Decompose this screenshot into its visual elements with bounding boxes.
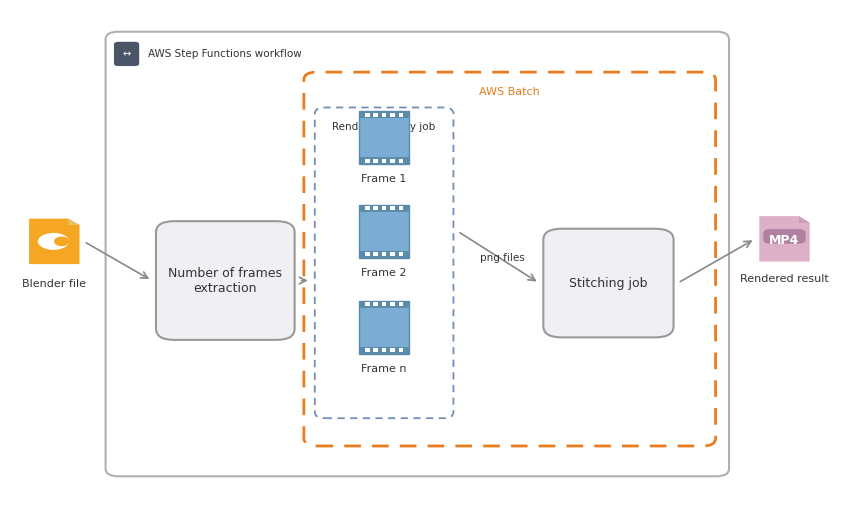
Text: png files: png files — [481, 253, 525, 263]
FancyBboxPatch shape — [365, 252, 369, 256]
FancyBboxPatch shape — [105, 31, 729, 477]
FancyBboxPatch shape — [359, 205, 410, 212]
FancyBboxPatch shape — [373, 159, 378, 163]
Text: Stitching job: Stitching job — [569, 276, 647, 290]
FancyBboxPatch shape — [544, 229, 674, 337]
FancyBboxPatch shape — [359, 347, 410, 354]
FancyBboxPatch shape — [382, 348, 386, 352]
FancyBboxPatch shape — [382, 206, 386, 210]
FancyBboxPatch shape — [382, 302, 386, 306]
Text: Frame 1: Frame 1 — [362, 174, 407, 184]
Text: AWS Step Functions workflow: AWS Step Functions workflow — [148, 49, 301, 59]
FancyBboxPatch shape — [373, 302, 378, 306]
FancyBboxPatch shape — [390, 206, 395, 210]
Text: Rendered result: Rendered result — [740, 274, 829, 284]
FancyBboxPatch shape — [114, 42, 139, 66]
Text: MP4: MP4 — [770, 234, 800, 247]
FancyBboxPatch shape — [373, 348, 378, 352]
Text: AWS Batch: AWS Batch — [480, 87, 540, 98]
FancyBboxPatch shape — [390, 348, 395, 352]
FancyBboxPatch shape — [399, 302, 403, 306]
FancyBboxPatch shape — [390, 302, 395, 306]
FancyBboxPatch shape — [390, 113, 395, 117]
FancyBboxPatch shape — [390, 252, 395, 256]
FancyBboxPatch shape — [763, 229, 806, 244]
Polygon shape — [30, 218, 79, 264]
FancyBboxPatch shape — [399, 113, 403, 117]
FancyBboxPatch shape — [359, 301, 410, 308]
Text: Number of frames
extraction: Number of frames extraction — [169, 267, 282, 295]
FancyBboxPatch shape — [359, 111, 410, 118]
FancyBboxPatch shape — [373, 113, 378, 117]
FancyBboxPatch shape — [399, 206, 403, 210]
FancyBboxPatch shape — [365, 206, 369, 210]
Text: Frame 2: Frame 2 — [362, 268, 407, 278]
FancyBboxPatch shape — [365, 113, 369, 117]
FancyBboxPatch shape — [365, 159, 369, 163]
Circle shape — [55, 237, 68, 245]
FancyBboxPatch shape — [359, 157, 410, 164]
FancyBboxPatch shape — [382, 113, 386, 117]
Text: Frame n: Frame n — [362, 364, 407, 373]
Text: Blender file: Blender file — [22, 279, 86, 289]
FancyBboxPatch shape — [359, 205, 410, 258]
FancyBboxPatch shape — [365, 302, 369, 306]
FancyBboxPatch shape — [399, 252, 403, 256]
FancyBboxPatch shape — [359, 111, 410, 164]
Text: ↔: ↔ — [122, 49, 131, 59]
FancyBboxPatch shape — [365, 348, 369, 352]
FancyBboxPatch shape — [382, 252, 386, 256]
Polygon shape — [798, 216, 809, 223]
FancyBboxPatch shape — [390, 159, 395, 163]
FancyBboxPatch shape — [399, 348, 403, 352]
Circle shape — [35, 231, 72, 252]
Polygon shape — [68, 218, 79, 226]
FancyBboxPatch shape — [399, 159, 403, 163]
Text: Rendering array job: Rendering array job — [332, 122, 436, 132]
FancyBboxPatch shape — [382, 159, 386, 163]
FancyBboxPatch shape — [373, 252, 378, 256]
FancyBboxPatch shape — [373, 206, 378, 210]
Polygon shape — [760, 216, 809, 262]
FancyBboxPatch shape — [359, 251, 410, 258]
FancyBboxPatch shape — [359, 301, 410, 354]
FancyBboxPatch shape — [156, 221, 294, 340]
